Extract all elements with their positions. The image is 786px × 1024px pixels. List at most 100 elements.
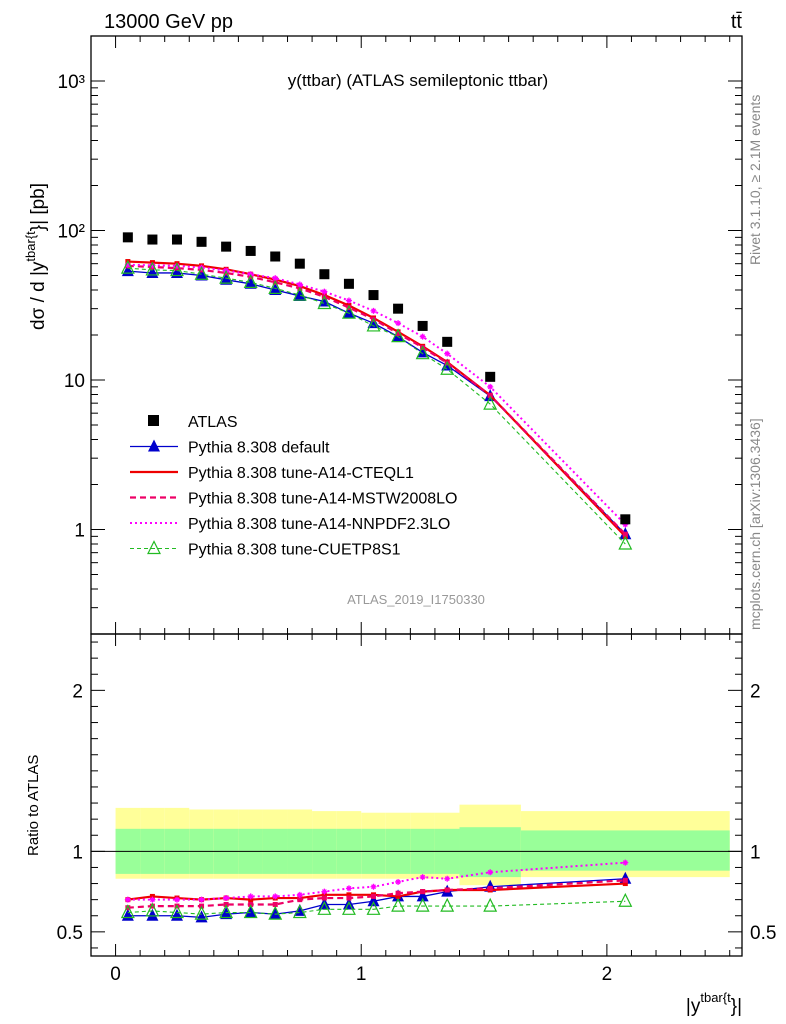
ratio-point-1: [321, 892, 327, 898]
ratio-y-tick-label-left: 2: [72, 681, 83, 702]
y-tick-label: 1: [74, 521, 85, 542]
ratio-y-tick-label-right: 2: [750, 681, 761, 702]
ratio-point-4: [483, 897, 498, 912]
ratio-line-2: [127, 879, 626, 909]
series-point-3: [419, 333, 426, 340]
series-point-4: [618, 535, 633, 550]
series-point-3: [370, 307, 377, 314]
ratio-point-1: [149, 893, 155, 899]
ratio-point-4: [366, 900, 381, 915]
ratio-line-3: [127, 861, 626, 901]
data-point-atlas: [294, 258, 305, 269]
series-point-4: [391, 328, 406, 343]
x-tick-label: 2: [602, 964, 613, 985]
ratio-line-4: [127, 900, 626, 915]
ratio-y-axis-label: Ratio to ATLAS: [25, 755, 42, 856]
ratio-point-0: [220, 907, 233, 920]
ratio-point-2: [420, 889, 426, 895]
ratio-point-0: [244, 905, 257, 918]
series-point-4: [440, 360, 455, 375]
ratio-point-4: [268, 905, 283, 920]
ratio-point-0: [269, 907, 282, 920]
x-axis-label-main: |y: [686, 996, 701, 1017]
ratio-point-3: [370, 883, 377, 890]
ratio-point-4: [145, 902, 160, 917]
ratio-point-3: [419, 874, 426, 881]
y-tick-label: 10³: [58, 72, 85, 93]
y-axis-label-end: }| [pb]: [28, 183, 49, 231]
data-point-atlas: [221, 241, 232, 252]
series-point-3: [124, 261, 131, 268]
ratio-point-3: [487, 869, 494, 876]
ratio-y-tick-label-left: 0.5: [57, 923, 83, 944]
legend-label: Pythia 8.308 tune-A14-CTEQL1: [188, 465, 414, 482]
legend-label: ATLAS: [188, 414, 238, 431]
ratio-point-2: [321, 895, 327, 901]
data-point-atlas: [417, 320, 428, 331]
ratio-point-2: [346, 895, 352, 901]
series-point-4: [243, 274, 258, 288]
series-point-0: [195, 268, 208, 281]
ratio-point-3: [198, 896, 205, 903]
data-point-atlas: [485, 371, 496, 382]
legend-label: Pythia 8.308 tune-CUETP8S1: [188, 542, 401, 559]
series-point-4: [268, 280, 283, 294]
ratio-bands: [91, 804, 742, 886]
data-point-atlas: [270, 251, 281, 262]
ratio-line-0: [127, 878, 626, 919]
ratio-point-2: [149, 903, 155, 909]
ratio-point-1: [622, 881, 628, 887]
ratio-point-3: [345, 885, 352, 892]
ratio-point-3: [272, 893, 279, 900]
series-point-2: [487, 392, 493, 398]
ratio-point-1: [248, 897, 254, 903]
ratio-point-2: [395, 890, 401, 896]
series-point-4: [317, 295, 332, 310]
series-point-2: [346, 305, 352, 311]
axes: 0 1 2 1 10 10² 10³ 0.5 0.5 1 1 2 2: [57, 35, 776, 985]
series-point-0: [416, 345, 429, 358]
data-point-atlas: [122, 232, 133, 243]
legend: ATLAS Pythia 8.308 default Pythia 8.308 tu…: [130, 414, 457, 559]
ratio-point-3: [247, 893, 254, 900]
header-energy: 13000 GeV pp: [104, 11, 233, 33]
ratio-frame: [90, 633, 743, 957]
plot-watermark: ATLAS_2019_I1750330: [347, 592, 485, 607]
x-tick-label: 1: [356, 964, 367, 985]
ratio-point-2: [444, 887, 450, 893]
ratio-band-inner: [459, 827, 521, 878]
data-point-atlas: [319, 269, 330, 280]
data-point-atlas: [442, 336, 453, 347]
data-point-atlas: [393, 303, 404, 314]
ratio-point-3: [149, 896, 156, 903]
ratio-point-3: [444, 875, 451, 882]
ratio-point-4: [440, 897, 455, 912]
ratio-point-3: [296, 891, 303, 898]
x-axis-label: |ytbar{t}|: [686, 990, 742, 1017]
x-axis-label-sup: tbar{t: [700, 990, 731, 1005]
series-point-4: [194, 265, 209, 280]
x-axis-label-end: }|: [731, 996, 742, 1017]
data-point-atlas: [245, 245, 256, 256]
ratio-point-4: [341, 900, 356, 915]
series-point-3: [395, 320, 402, 327]
series-point-4: [120, 259, 135, 274]
y-tick-label: 10²: [58, 222, 85, 243]
ratio-point-3: [321, 888, 328, 895]
y-axis-label: dσ / d |ytbar{t}| [pb]: [23, 183, 49, 330]
series-point-4: [292, 286, 307, 301]
legend-marker-1: [148, 439, 160, 452]
y-tick-label: 10: [64, 371, 85, 392]
legend-marker-5: [147, 540, 161, 555]
ratio-point-4: [120, 904, 135, 919]
series-point-3: [487, 383, 494, 390]
series-point-4: [170, 262, 184, 277]
ratio-point-3: [223, 895, 230, 902]
rivet-label: Rivet 3.1.10, ≥ 2.1M events: [747, 95, 763, 265]
data-point-atlas: [196, 236, 207, 247]
series-line-2: [127, 264, 627, 535]
ratio-point-4: [243, 904, 258, 919]
series-point-0: [293, 288, 306, 301]
ratio-point-4: [391, 897, 406, 912]
legend-label: Pythia 8.308 tune-A14-NNPDF2.3LO: [188, 516, 450, 533]
